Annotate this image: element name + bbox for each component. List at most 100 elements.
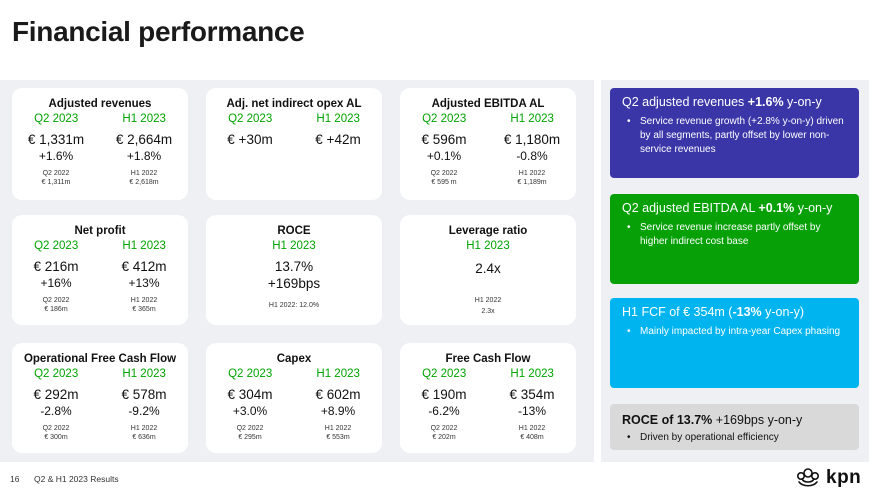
card-free-cash-flow: Free Cash Flow Q2 2023 H1 2023 € 190m -6… (400, 343, 576, 453)
card-title: Adjusted EBITDA AL (431, 98, 545, 110)
value-h1: € 602m (315, 387, 361, 402)
value-h1: 2.4x (475, 261, 501, 276)
prior-label-h1: H1 2022 (518, 170, 546, 177)
period-h1: H1 2023 (122, 113, 166, 125)
period-h1: H1 2023 (510, 113, 554, 125)
delta-q2: -2.8% (40, 404, 72, 418)
delta-h1: -13% (517, 404, 546, 418)
footer-title: Q2 & H1 2023 Results (34, 474, 119, 484)
card-title: Operational Free Cash Flow (23, 353, 177, 365)
value-q2: € 190m (421, 387, 467, 402)
prior-value-h1: € 553m (326, 434, 350, 441)
kpn-logo: kpn (794, 463, 864, 493)
prior-label-q2: Q2 2022 (42, 170, 70, 177)
delta-q2: +1.6% (38, 149, 74, 163)
period-h1: H1 2023 (466, 240, 510, 252)
period-q2: Q2 2023 (34, 113, 79, 125)
panel-title: Q2 adjusted revenues +1.6% y-on-y (622, 95, 822, 109)
card-adjusted-ebitda: Adjusted EBITDA AL Q2 2023 H1 2023 € 596… (400, 88, 576, 200)
prior-label-h1: H1 2022 (130, 297, 158, 304)
prior-value-h1: € 2,618m (129, 179, 159, 186)
card-title: Capex (276, 353, 312, 365)
card-net-indirect-opex: Adj. net indirect opex AL Q2 2023 H1 202… (206, 88, 382, 200)
panel-title: H1 FCF of € 354m (-13% y-on-y) (622, 305, 805, 319)
prior-label-h1: H1 2022 (518, 425, 546, 432)
card-net-profit: Net profit Q2 2023 H1 2023 € 216m +16% Q… (12, 215, 188, 325)
panel-revenues: Q2 adjusted revenues +1.6% y-on-y • Servi… (610, 88, 859, 178)
delta-q2: -6.2% (428, 404, 460, 418)
value-h1: € 1,180m (503, 132, 561, 147)
kpn-crown-icon (796, 468, 819, 487)
delta-h1: -0.8% (516, 149, 548, 163)
prior-value-q2: € 300m (44, 434, 68, 441)
period-q2: Q2 2023 (34, 368, 79, 380)
value-h1: € 578m (121, 387, 167, 402)
delta-q2: +0.1% (426, 149, 462, 163)
prior-value-q2: € 595 m (431, 179, 457, 186)
panel-bullet: • Service revenue growth (+2.8% y-on-y) d… (627, 116, 844, 155)
prior-label-q2: Q2 2022 (236, 425, 264, 432)
panel-roce: ROCE of 13.7% +169bps y-on-y • Driven by … (610, 404, 859, 450)
value-h1: 13.7% (274, 259, 314, 274)
page-number: 16 (10, 474, 20, 484)
panel-title: ROCE of 13.7% +169bps y-on-y (622, 413, 803, 427)
value-h1: € 2,664m (115, 132, 173, 147)
prior-label-q2: Q2 2022 (430, 170, 458, 177)
value-q2: € 596m (421, 132, 467, 147)
value-h1: € +42m (315, 132, 361, 147)
panel-bullet: • Mainly impacted by intra-year Capex pha… (627, 326, 841, 337)
panel-title: Q2 adjusted EBITDA AL +0.1% y-on-y (622, 201, 833, 215)
panel-ebitda: Q2 adjusted EBITDA AL +0.1% y-on-y • Serv… (610, 194, 859, 284)
card-adjusted-revenues: Adjusted revenues Q2 2023 H1 2023 € 1,33… (12, 88, 188, 200)
value-q2: € 292m (33, 387, 79, 402)
prior-value-q2: € 1,311m (41, 179, 71, 186)
delta-q2: +3.0% (232, 404, 268, 418)
prior-label-h1: H1 2022 (130, 170, 158, 177)
value-q2: € 304m (227, 387, 273, 402)
delta-h1: +1.8% (126, 149, 162, 163)
delta-h1: -9.2% (128, 404, 160, 418)
period-h1: H1 2023 (122, 240, 166, 252)
card-title: Free Cash Flow (445, 353, 531, 365)
card-capex: Capex Q2 2023 H1 2023 € 304m +3.0% Q2 20… (206, 343, 382, 453)
card-title: Leverage ratio (448, 225, 528, 237)
prior-value-h1: 2.3x (481, 308, 495, 315)
prior-value-h1: € 408m (520, 434, 544, 441)
prior-value-h1: € 636m (132, 434, 156, 441)
period-h1: H1 2023 (122, 368, 166, 380)
prior-value-q2: € 186m (44, 306, 68, 313)
card-operational-fcf: Operational Free Cash Flow Q2 2023 H1 20… (12, 343, 188, 453)
panel-fcf: H1 FCF of € 354m (-13% y-on-y) • Mainly i… (610, 298, 859, 388)
period-h1: H1 2023 (316, 368, 360, 380)
prior-value-q2: € 202m (432, 434, 456, 441)
prior-label-h1: H1 2022 (130, 425, 158, 432)
page-title: Financial performance (12, 16, 305, 47)
value-q2: € 1,331m (27, 132, 85, 147)
prior-value-q2: € 295m (238, 434, 262, 441)
prior-label-q2: Q2 2022 (42, 425, 70, 432)
prior-label-h1: H1 2022 (324, 425, 352, 432)
panel-bullet: • Driven by operational efficiency (627, 432, 779, 443)
prior-label-q2: Q2 2022 (42, 297, 70, 304)
panel-bullet: • Service revenue increase partly offset … (627, 222, 821, 247)
value-q2: € 216m (33, 259, 79, 274)
prior-value-h1: € 365m (132, 306, 156, 313)
card-title: Net profit (74, 225, 126, 237)
prior-value-h1: € 1,189m (517, 179, 547, 186)
kpi-grid: Adjusted revenues Q2 2023 H1 2023 € 1,33… (0, 80, 594, 462)
card-leverage-ratio: Leverage ratio H1 2023 2.4x H1 2022 2.3x (400, 215, 576, 325)
delta-h1: +169bps (267, 276, 321, 291)
period-q2: Q2 2023 (228, 368, 273, 380)
prior-value-h1: H1 2022: 12.0% (268, 302, 320, 309)
card-roce: ROCE H1 2023 13.7% +169bps H1 2022: 12.0… (206, 215, 382, 325)
prior-label-q2: Q2 2022 (430, 425, 458, 432)
period-q2: Q2 2023 (34, 240, 79, 252)
delta-q2: +16% (40, 276, 72, 290)
period-h1: H1 2023 (272, 240, 316, 252)
card-title: ROCE (277, 225, 311, 237)
logo-wordmark: kpn (826, 467, 862, 488)
period-h1: H1 2023 (316, 113, 360, 125)
period-q2: Q2 2023 (422, 113, 467, 125)
card-title: Adjusted revenues (48, 98, 152, 110)
value-h1: € 412m (121, 259, 167, 274)
